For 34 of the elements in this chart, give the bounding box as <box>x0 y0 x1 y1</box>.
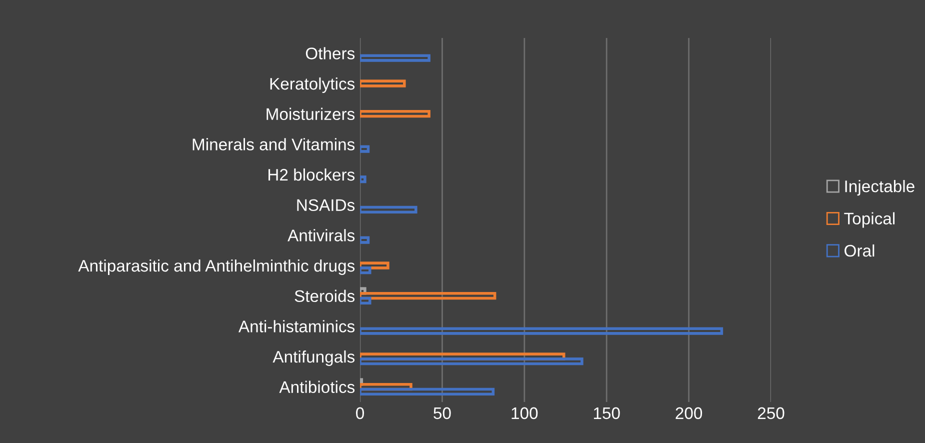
bar <box>360 236 370 244</box>
bar <box>360 80 406 88</box>
legend-label: Oral <box>844 244 874 257</box>
bar <box>360 388 495 396</box>
bar <box>360 292 496 300</box>
y-tick-label: Antifungals <box>272 350 355 366</box>
x-tick-label: 150 <box>594 407 620 420</box>
y-tick-label: Anti-histaminics <box>238 320 355 332</box>
y-tick-label: Steroids <box>294 290 355 302</box>
y-tick-label: Keratolytics <box>270 77 355 93</box>
y-tick-label: Minerals and Vitamins <box>192 138 355 150</box>
x-tick-label: 250 <box>758 407 784 420</box>
bar <box>360 327 724 335</box>
y-tick-label: Moisturizers <box>266 108 355 120</box>
x-tick-label: 50 <box>434 407 451 420</box>
bar <box>360 176 366 184</box>
y-tick-label: Antibiotics <box>279 380 355 394</box>
bar <box>360 296 372 305</box>
y-tick-label: H2 blockers <box>268 168 355 181</box>
y-tick-label: NSAIDs <box>297 199 355 212</box>
x-tick-label: 100 <box>512 407 538 420</box>
bar <box>360 266 372 274</box>
y-tick-label: Others <box>306 47 355 60</box>
bar <box>360 54 430 62</box>
y-tick-label: Antiparasitic and Antihelminthic drugs <box>78 259 355 275</box>
bar <box>360 358 584 366</box>
legend-label: Injectable <box>845 180 914 196</box>
bar <box>360 145 370 153</box>
y-tick-label: Antivirals <box>288 229 355 242</box>
x-tick-label: 0 <box>356 407 364 420</box>
x-tick-label: 200 <box>676 407 702 420</box>
bar <box>360 206 418 214</box>
legend-label: Topical <box>844 212 895 228</box>
bar <box>360 110 430 118</box>
